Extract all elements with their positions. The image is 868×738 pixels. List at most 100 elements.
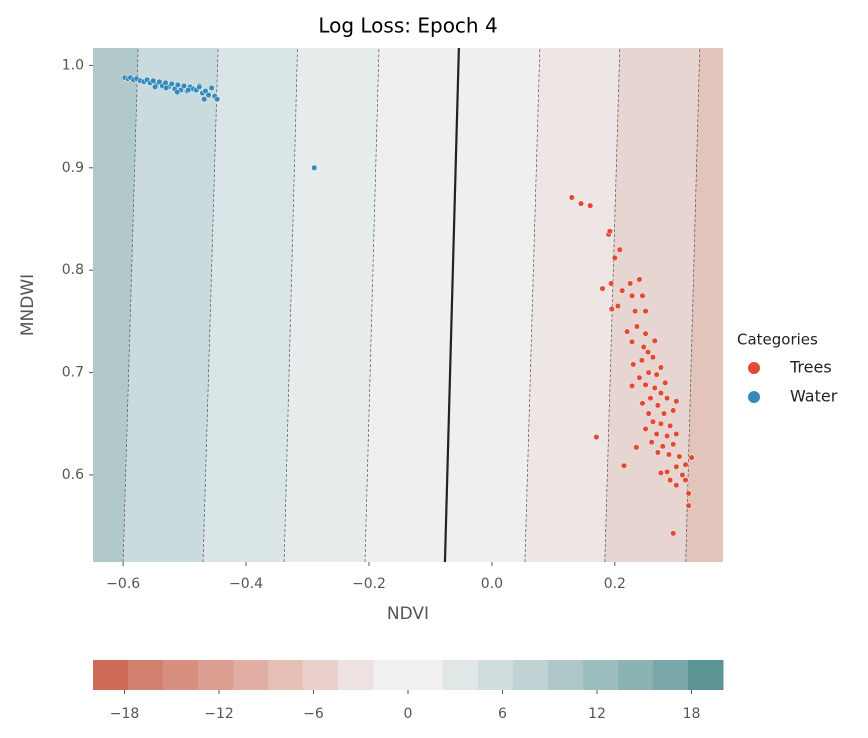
contour-line <box>122 48 139 562</box>
x-axis-label: NDVI <box>387 604 429 624</box>
x-tick-label: 0.2 <box>604 576 626 592</box>
contour-line <box>202 48 219 562</box>
point <box>660 410 668 417</box>
point <box>587 202 594 209</box>
y-tick-label: 1.0 <box>62 57 84 73</box>
point <box>670 441 677 448</box>
point <box>640 343 647 351</box>
colorbar-cell <box>303 660 339 690</box>
y-axis-label: MNDWI <box>18 274 38 336</box>
point <box>639 292 646 299</box>
colorbar-cell <box>513 660 549 690</box>
point <box>642 330 649 337</box>
contour-line <box>524 48 541 562</box>
chart-title: Log Loss: Epoch 4 <box>318 14 497 38</box>
legend-marker <box>748 362 760 374</box>
point <box>614 302 621 310</box>
point <box>606 228 613 235</box>
colorbar-cell <box>268 660 304 690</box>
point <box>676 453 683 460</box>
point <box>624 328 631 335</box>
point <box>647 395 654 402</box>
point <box>627 280 634 287</box>
legend-title: Categories <box>737 331 818 349</box>
point <box>670 530 677 537</box>
y-tick-label: 0.6 <box>62 467 84 483</box>
point <box>644 349 652 356</box>
colorbar-cell <box>373 660 409 690</box>
point <box>653 371 660 378</box>
point <box>657 390 664 397</box>
point <box>150 77 157 84</box>
colorbar-cell <box>163 660 199 690</box>
colorbar-cell <box>128 660 164 690</box>
contour-band <box>524 48 621 562</box>
point <box>649 354 656 361</box>
colorbar-tick-label: −6 <box>303 706 324 722</box>
colorbar-cell <box>198 660 234 690</box>
point <box>673 463 680 470</box>
point <box>670 407 677 414</box>
point <box>688 454 695 461</box>
point <box>667 477 674 484</box>
point <box>611 254 618 261</box>
point <box>619 287 626 294</box>
colorbar-cell <box>583 660 619 690</box>
contour-band <box>283 48 380 562</box>
colorbar-tick-label: 6 <box>498 706 507 722</box>
point <box>577 200 585 207</box>
point <box>630 361 637 368</box>
point <box>639 400 646 407</box>
point <box>667 422 674 429</box>
point <box>654 449 661 456</box>
point <box>168 80 175 87</box>
point <box>662 379 669 386</box>
point <box>645 369 652 376</box>
point <box>679 471 686 479</box>
point <box>659 443 666 450</box>
point <box>628 382 636 389</box>
contour-band <box>122 48 219 562</box>
colorbar-tick-label: 0 <box>404 706 413 722</box>
point <box>673 482 680 489</box>
colorbar-cell <box>93 660 129 690</box>
point <box>657 420 664 427</box>
point <box>616 246 623 253</box>
legend-marker <box>748 391 760 403</box>
point <box>185 86 192 94</box>
point <box>642 425 649 432</box>
point <box>208 84 215 91</box>
colorbar-cell <box>688 660 724 690</box>
point <box>665 451 672 458</box>
point <box>682 477 689 484</box>
point <box>664 433 671 440</box>
y-tick-label: 0.9 <box>62 160 84 176</box>
colorbar-cell <box>653 660 689 690</box>
point <box>608 306 615 313</box>
colorbar-cell <box>443 660 479 690</box>
x-tick-label: 0.0 <box>481 576 503 592</box>
point <box>645 410 652 417</box>
legend-label: Water <box>790 387 838 406</box>
x-tick-label: −0.2 <box>352 576 386 592</box>
point <box>568 194 575 201</box>
point <box>648 439 655 446</box>
point <box>311 164 318 171</box>
point <box>599 285 606 292</box>
legend-label: Trees <box>789 358 832 377</box>
point <box>628 338 636 345</box>
point <box>651 384 658 391</box>
contour-band <box>202 48 298 562</box>
point <box>205 92 212 99</box>
point <box>156 78 163 85</box>
point <box>163 84 170 91</box>
colorbar-cell <box>233 660 269 690</box>
point <box>685 502 692 509</box>
colorbar-cell <box>548 660 584 690</box>
point <box>642 308 649 315</box>
point <box>174 81 181 88</box>
point <box>202 87 209 95</box>
point <box>620 462 628 469</box>
point <box>196 83 203 90</box>
